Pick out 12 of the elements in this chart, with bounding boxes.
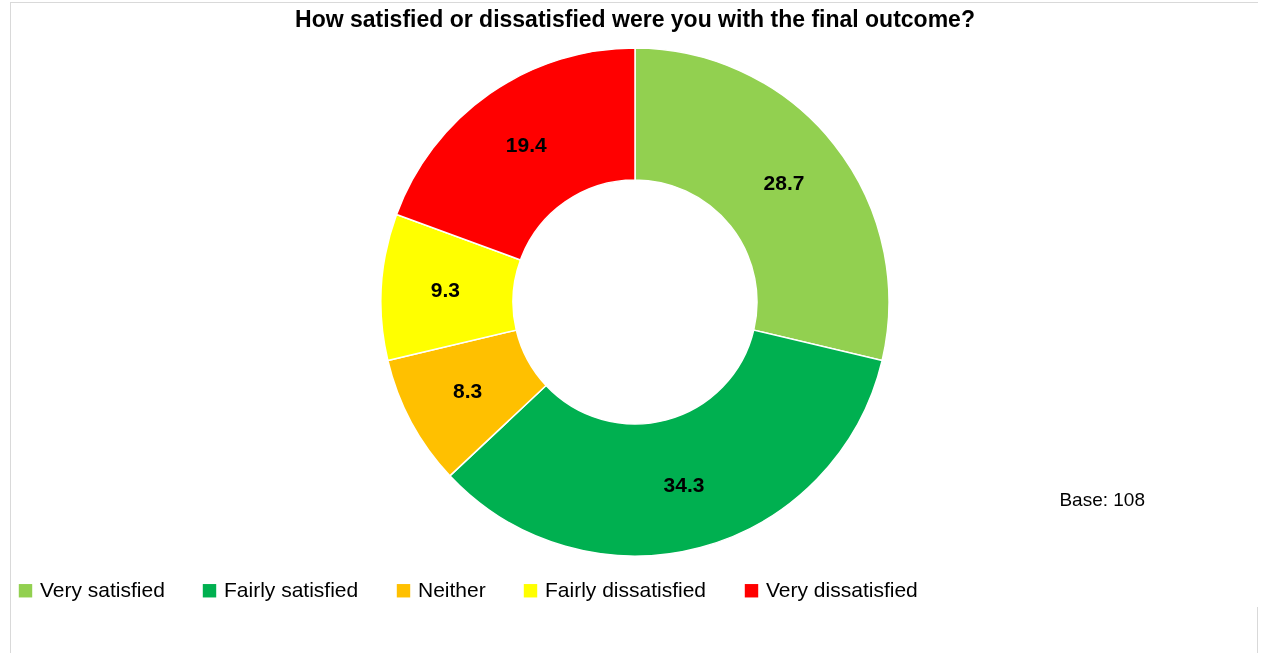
data-label: 28.7 — [763, 171, 805, 195]
data-label: 8.3 — [453, 378, 483, 402]
legend-label: Very satisfied — [40, 577, 165, 601]
data-label: 34.3 — [663, 472, 705, 496]
legend-label: Very dissatisfied — [766, 577, 918, 601]
legend-label: Fairly satisfied — [224, 577, 359, 601]
chart-title: How satisfied or dissatisfied were you with the final outcome? — [295, 6, 975, 32]
legend-label: Neither — [418, 577, 486, 601]
data-label: 19.4 — [505, 133, 547, 157]
text: Base: 108 — [1059, 489, 1145, 510]
data-label: 9.3 — [430, 277, 460, 301]
legend-label: Fairly dissatisfied — [545, 577, 707, 601]
